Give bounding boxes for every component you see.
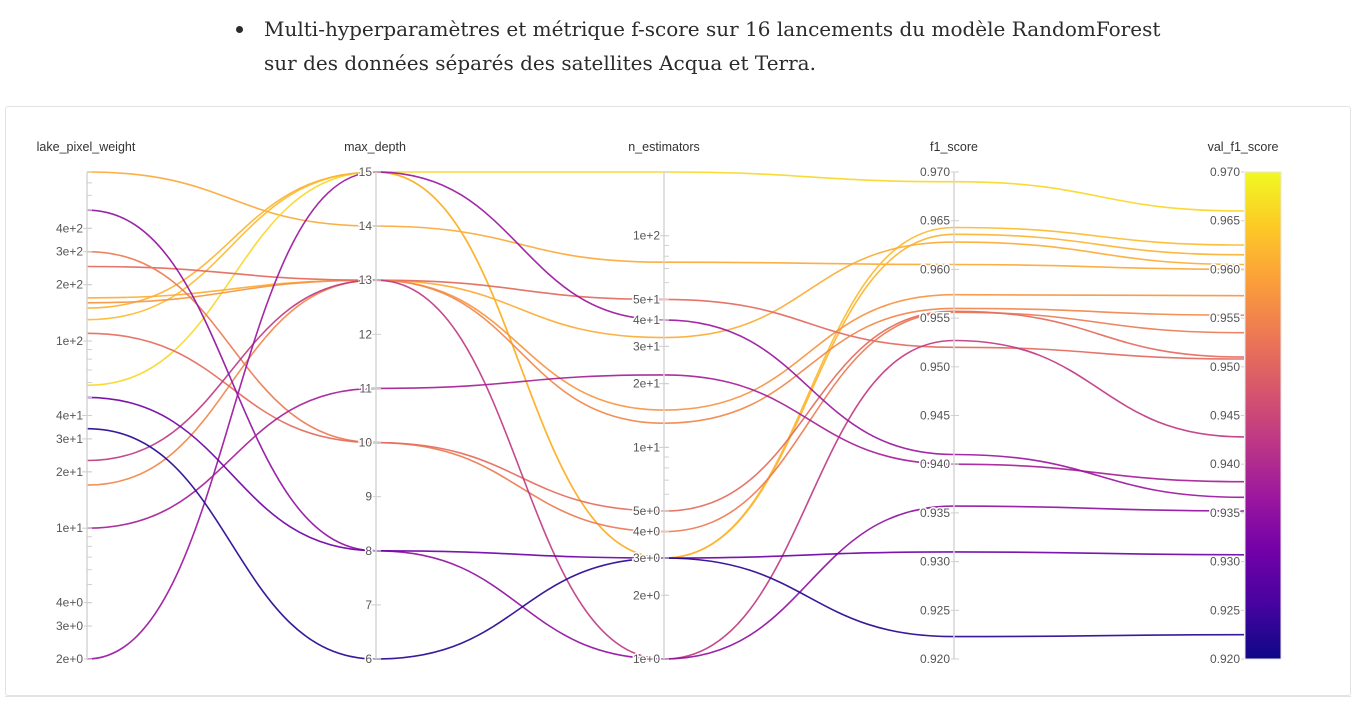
tick-label: 0.970: [920, 165, 950, 179]
axes-group: lake_pixel_weight 4e+2 3e+2 2e+2 1e+2 4e+1 3e+…: [37, 140, 1279, 668]
tick-label: 12: [359, 327, 373, 341]
run-line[interactable]: [86, 279, 1245, 486]
tick-label: 2e+0: [56, 652, 83, 666]
axis-title[interactable]: lake_pixel_weight: [37, 140, 136, 154]
axis-val-f1-score: val_f1_score 0.970 0.965 0.960 0.955 0.950 0.9…: [1208, 140, 1279, 668]
tick-label: 0.945: [1210, 409, 1240, 423]
tick-label: 0.950: [920, 360, 950, 374]
axis-n-estimators: n_estimators 1e+2 5e+1 4e+1 3e+1 2e+1 1e+1 5e+0…: [628, 140, 700, 668]
colorbar: [1244, 171, 1282, 660]
bullet-dot: [236, 26, 243, 33]
tick-label: 3e+2: [56, 245, 83, 259]
tick-label: 0.940: [920, 457, 950, 471]
tick-label: 0.930: [920, 555, 950, 569]
tick-label: 1e+2: [633, 229, 660, 243]
run-line[interactable]: [86, 171, 1245, 271]
tick-label: 0.950: [1210, 360, 1240, 374]
tick-label: 0.955: [1210, 311, 1240, 325]
bullet-line-1: Multi-hyperparamètres et métrique f-scor…: [264, 17, 1161, 41]
tick-label: 0.930: [1210, 555, 1240, 569]
bullet-text: Multi-hyperparamètres et métrique f-scor…: [264, 12, 1194, 80]
colorbar-frame: [1244, 171, 1282, 660]
tick-label: 11: [360, 381, 373, 395]
tick-label: 0.960: [1210, 262, 1240, 276]
run-line[interactable]: [86, 171, 1245, 559]
tick-label: 2e+2: [56, 278, 83, 292]
tick-label: 0.970: [1210, 165, 1240, 179]
tick-label: 3e+1: [56, 432, 83, 446]
tick-label: 2e+1: [56, 465, 83, 479]
panel-divider: [5, 696, 1351, 705]
axis-title[interactable]: f1_score: [930, 140, 978, 154]
run-line[interactable]: [86, 250, 1245, 533]
axis-title[interactable]: max_depth: [344, 140, 406, 154]
tick-label: 0.920: [1210, 652, 1240, 666]
run-line[interactable]: [86, 171, 1245, 660]
axis-title[interactable]: val_f1_score: [1208, 140, 1279, 154]
axis-title[interactable]: n_estimators: [628, 140, 700, 154]
run-line[interactable]: [86, 171, 1245, 559]
tick-label: 4e+0: [56, 596, 83, 610]
run-line[interactable]: [86, 396, 1245, 559]
run-line[interactable]: [86, 374, 1245, 529]
tick-label: 3e+0: [633, 551, 660, 565]
tick-label: 1e+1: [56, 521, 83, 535]
tick-label: 4e+1: [633, 313, 660, 327]
tick-label: 0.935: [1210, 506, 1240, 520]
tick-label: 0.965: [920, 214, 950, 228]
tick-label: 9: [365, 490, 372, 504]
tick-label: 10: [359, 436, 373, 450]
run-line[interactable]: [86, 171, 1245, 387]
tick-label: 1e+2: [56, 334, 83, 348]
tick-label: 0.925: [920, 603, 950, 617]
axis-max-depth: max_depth 15 14 13 12 11 10 9 8 7 6: [344, 140, 406, 668]
tick-label: 3e+0: [56, 619, 83, 633]
chart-panel: [5, 106, 1351, 696]
tick-label: 4e+2: [56, 221, 83, 235]
tick-label: 2e+0: [633, 588, 660, 602]
tick-label: 8: [365, 544, 372, 558]
tick-label: 5e+0: [633, 504, 660, 518]
tick-label: 0.935: [920, 506, 950, 520]
tick-label: 0.960: [920, 262, 950, 276]
run-line[interactable]: [86, 265, 1245, 360]
tick-label: 1e+0: [633, 652, 660, 666]
tick-label: 7: [365, 598, 372, 612]
axis-lake-pixel-weight: lake_pixel_weight 4e+2 3e+2 2e+2 1e+2 4e+1 3e+…: [37, 140, 136, 668]
colorbar-gradient[interactable]: [1245, 172, 1281, 659]
axis-f1-score: f1_score 0.970 0.965 0.960 0.955 0.950 0.945 0.…: [918, 140, 978, 668]
tick-label: 0.920: [920, 652, 950, 666]
bullet-line-2: sur des données séparés des satellites A…: [264, 51, 816, 75]
tick-label: 6: [365, 652, 372, 666]
tick-label: 0.965: [1210, 214, 1240, 228]
run-line[interactable]: [86, 427, 1245, 660]
tick-label: 0.945: [920, 409, 950, 423]
tick-label: 13: [359, 273, 373, 287]
tick-label: 0.955: [920, 311, 950, 325]
tick-label: 1e+1: [633, 440, 660, 454]
tick-label: 4e+0: [633, 525, 660, 539]
tick-label: 5e+1: [633, 292, 660, 306]
tick-label: 2e+1: [633, 377, 660, 391]
tick-label: 0.925: [1210, 603, 1240, 617]
run-line[interactable]: [86, 209, 1245, 660]
tick-label: 14: [359, 219, 373, 233]
run-line[interactable]: [86, 310, 1245, 512]
tick-label: 3e+1: [633, 339, 660, 353]
tick-label: 15: [359, 165, 373, 179]
tick-label: 4e+1: [56, 409, 83, 423]
tick-label: 0.940: [1210, 457, 1240, 471]
